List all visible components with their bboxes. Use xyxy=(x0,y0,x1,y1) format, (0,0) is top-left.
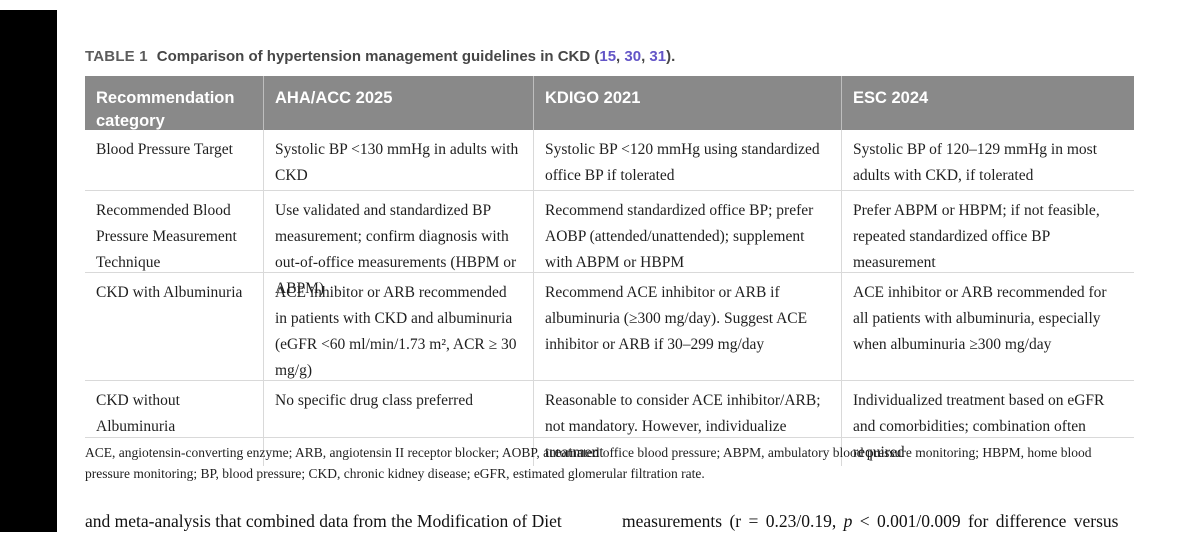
cell-esc: Systolic BP of 120–129 mmHg in most adul… xyxy=(841,130,1134,190)
citation-link-15[interactable]: 15 xyxy=(599,48,617,65)
cell-category: Recommended Blood Pressure Measurement T… xyxy=(96,202,237,271)
body-text-right-pre: measurements (r = 0.23/0.19, xyxy=(622,511,844,531)
cell-esc: Prefer ABPM or HBPM; if not feasible, re… xyxy=(841,191,1134,302)
cell-kdigo: Reasonable to consider ACE inhibitor/ARB… xyxy=(533,381,841,466)
cell-category: CKD with Albuminuria xyxy=(96,284,243,301)
column-header-aha-acc-2025: AHA/ACC 2025 xyxy=(263,76,533,133)
cell-aha-acc: ACE inhibitor or ARB recommended in pati… xyxy=(263,273,533,384)
column-header-recommendation-category: Recommendation category xyxy=(96,89,235,130)
cell-category: Blood Pressure Target xyxy=(96,141,233,158)
column-header-kdigo-2021: KDIGO 2021 xyxy=(533,76,841,133)
citation-separator: , xyxy=(641,48,650,65)
citation-link-30[interactable]: 30 xyxy=(624,48,642,65)
cell-kdigo: Systolic BP <120 mmHg using standardized… xyxy=(533,130,841,190)
table-header-row: Recommendation category AHA/ACC 2025 KDI… xyxy=(85,76,1134,133)
cell-esc: ACE inhibitor or ARB recommended for all… xyxy=(841,273,1134,384)
table-row: Recommended Blood Pressure Measurement T… xyxy=(85,190,1134,302)
body-text-right-post: < 0.001/0.009 for difference versus xyxy=(852,511,1119,531)
column-header-esc-2024: ESC 2024 xyxy=(841,76,1134,133)
caption-close: ). xyxy=(666,48,676,65)
table-caption: TABLE 1 Comparison of hypertension manage… xyxy=(85,48,1135,66)
table-row: CKD with Albuminuria ACE inhibitor or AR… xyxy=(85,272,1134,384)
cell-aha-acc: Systolic BP <130 mmHg in adults with CKD xyxy=(263,130,533,190)
table-label: TABLE 1 xyxy=(85,48,148,65)
body-text-left-column: and meta-analysis that combined data fro… xyxy=(85,511,562,531)
cell-category: CKD without Albuminuria xyxy=(96,392,180,435)
table-footnote: ACE, angiotensin-converting enzyme; ARB,… xyxy=(85,445,1092,481)
left-black-bar xyxy=(0,10,57,532)
table-row: CKD without Albuminuria No specific drug… xyxy=(85,380,1134,466)
cell-aha-acc: Use validated and standardized BP measur… xyxy=(263,191,533,302)
cell-kdigo: Recommend ACE inhibitor or ARB if albumi… xyxy=(533,273,841,384)
table-title: Comparison of hypertension management gu… xyxy=(156,48,600,65)
citation-link-31[interactable]: 31 xyxy=(649,48,667,65)
citation-separator: , xyxy=(616,48,625,65)
cell-esc: Individualized treatment based on eGFR a… xyxy=(841,381,1134,466)
cell-aha-acc: No specific drug class preferred xyxy=(263,381,533,466)
body-text-italic-p: p xyxy=(843,511,853,531)
cell-kdigo: Recommend standardized office BP; prefer… xyxy=(533,191,841,302)
guidelines-comparison-table: Recommendation category AHA/ACC 2025 KDI… xyxy=(85,76,1134,466)
body-text-right-column: measurements (r = 0.23/0.19, p < 0.001/0… xyxy=(622,511,1118,532)
table-row: Blood Pressure Target Systolic BP <130 m… xyxy=(85,130,1134,190)
